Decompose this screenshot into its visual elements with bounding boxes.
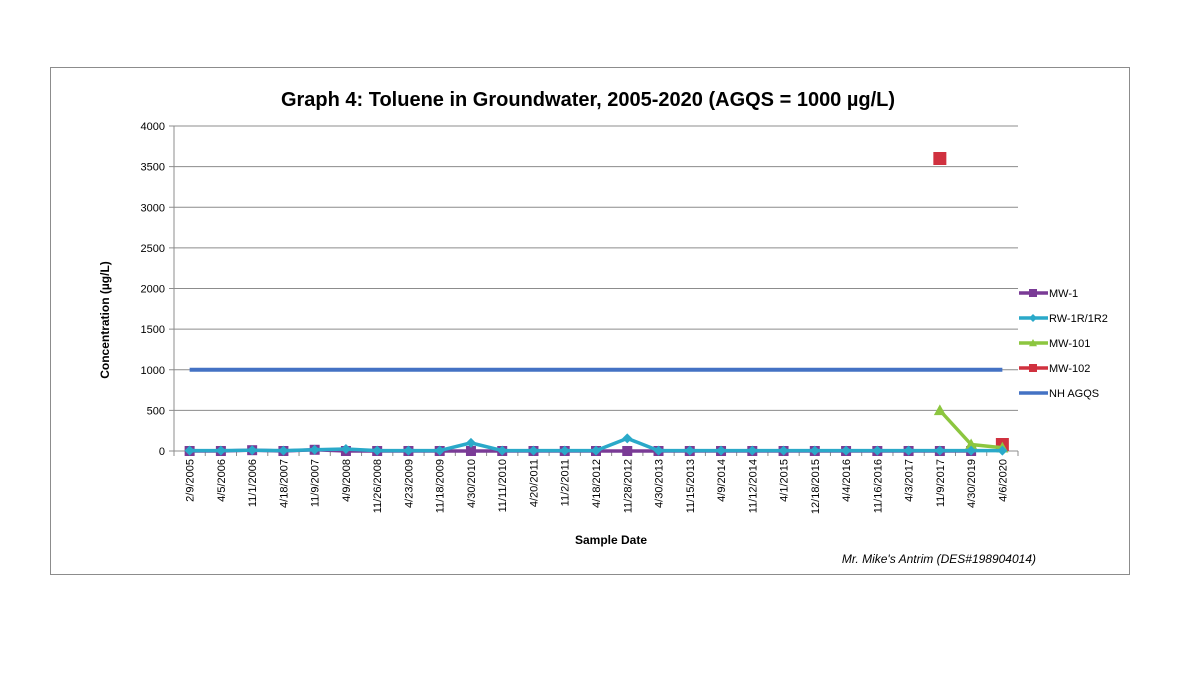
data-point: [965, 438, 978, 450]
x-tick-label: 4/1/2015: [779, 459, 791, 502]
data-point: [622, 446, 633, 456]
x-tick-label: 11/9/2007: [310, 459, 322, 507]
legend: MW-1 RW-1R/1R2 MW-101 MW-102 NH AGQS: [1019, 288, 1108, 400]
data-point: [841, 445, 852, 456]
x-tick-label: 4/18/2007: [278, 459, 290, 508]
data-point: [872, 445, 883, 456]
data-point: [997, 445, 1008, 456]
x-tick-label: 4/30/2010: [466, 459, 478, 508]
x-tick-label: 11/2/2011: [560, 459, 572, 506]
data-point: [184, 445, 195, 456]
y-axis-ticks: 0 500 1000 1500 2000 2500 3000 3500 4000: [141, 121, 165, 458]
legend-swatch-marker: [1029, 289, 1037, 297]
y-tick-label: 2500: [141, 243, 165, 255]
data-point: [684, 445, 695, 456]
x-axis-label: Sample Date: [575, 533, 647, 547]
x-tick-label: 4/9/2008: [341, 459, 353, 502]
x-tick-label: 4/23/2009: [403, 459, 415, 508]
x-tick-label: 11/11/2010: [497, 459, 509, 512]
data-point: [933, 152, 947, 165]
legend-label: NH AGQS: [1049, 388, 1099, 400]
x-axis-ticks: 2/9/2005 4/5/2006 11/1/2006 4/18/2007 11/9/2…: [173, 451, 1019, 514]
chart: Graph 4: Toluene in Groundwater, 2005-20…: [98, 89, 1108, 566]
data-point: [934, 445, 945, 456]
y-tick-label: 3000: [141, 202, 165, 214]
legend-label: RW-1R/1R2: [1049, 313, 1108, 325]
series-mw-102: [933, 152, 1009, 451]
data-point: [903, 445, 914, 456]
legend-label: MW-101: [1049, 338, 1090, 350]
y-tick-label: 1000: [141, 365, 165, 377]
x-tick-label: 12/18/2015: [810, 459, 822, 514]
legend-swatch-marker: [1029, 339, 1037, 347]
data-point: [778, 445, 789, 456]
data-point: [809, 445, 820, 456]
legend-label: MW-1: [1049, 288, 1078, 300]
data-point: [215, 445, 226, 456]
data-point: [933, 404, 946, 416]
data-point: [528, 445, 539, 456]
x-tick-label: 4/6/2020: [997, 459, 1009, 502]
x-tick-label: 4/20/2011: [528, 459, 540, 507]
x-tick-label: 11/28/2012: [622, 459, 634, 513]
data-point: [497, 445, 508, 456]
data-point: [653, 445, 664, 456]
series-layer: [184, 152, 1009, 456]
y-tick-label: 1500: [141, 324, 165, 336]
x-tick-label: 4/5/2006: [216, 459, 228, 502]
credit-annotation: Mr. Mike's Antrim (DES#198904014): [842, 552, 1036, 566]
legend-item: NH AGQS: [1019, 388, 1099, 400]
x-tick-label: 11/18/2009: [435, 459, 447, 513]
data-point: [309, 444, 320, 455]
x-tick-label: 11/12/2014: [747, 459, 759, 513]
data-point: [434, 445, 445, 456]
x-tick-label: 4/30/2013: [654, 459, 666, 508]
legend-swatch-marker: [1029, 364, 1037, 372]
x-tick-label: 11/15/2013: [685, 459, 697, 513]
y-tick-label: 0: [159, 446, 165, 458]
data-point: [622, 433, 633, 444]
x-tick-label: 2/9/2005: [185, 459, 197, 502]
data-point: [966, 445, 977, 456]
data-point: [465, 446, 476, 456]
data-point: [716, 445, 727, 456]
series-rw-1r-1r2: [184, 433, 1008, 456]
legend-item: MW-101: [1019, 338, 1090, 350]
legend-item: MW-1: [1019, 288, 1078, 300]
data-point: [278, 445, 289, 456]
legend-swatch-marker: [1029, 314, 1037, 322]
y-tick-label: 500: [147, 405, 165, 417]
chart-frame: Graph 4: Toluene in Groundwater, 2005-20…: [50, 67, 1130, 575]
y-tick-label: 4000: [141, 121, 165, 133]
x-tick-label: 4/9/2014: [716, 459, 728, 502]
data-point: [247, 445, 258, 456]
y-axis-label: Concentration (µg/L): [98, 261, 112, 379]
y-tick-label: 2000: [141, 284, 165, 296]
x-tick-label: 4/3/2017: [904, 459, 916, 502]
x-tick-label: 11/26/2008: [372, 459, 384, 513]
data-point: [591, 445, 601, 456]
x-tick-label: 11/1/2006: [247, 459, 259, 507]
legend-label: MW-102: [1049, 363, 1090, 375]
legend-item: MW-102: [1019, 363, 1090, 375]
legend-item: RW-1R/1R2: [1019, 313, 1108, 325]
x-tick-label: 4/4/2016: [841, 459, 853, 502]
data-point: [559, 445, 570, 456]
gridlines: [169, 125, 1018, 452]
x-tick-label: 11/9/2017: [935, 459, 947, 507]
data-point: [403, 445, 414, 456]
x-tick-label: 4/30/2019: [966, 459, 978, 508]
x-tick-label: 4/18/2012: [591, 459, 603, 508]
x-tick-label: 11/16/2016: [872, 459, 884, 513]
chart-title: Graph 4: Toluene in Groundwater, 2005-20…: [281, 89, 895, 111]
data-point: [465, 437, 476, 448]
y-tick-label: 3500: [141, 162, 165, 174]
data-point: [372, 445, 383, 456]
data-point: [747, 445, 758, 456]
data-point: [340, 443, 351, 454]
